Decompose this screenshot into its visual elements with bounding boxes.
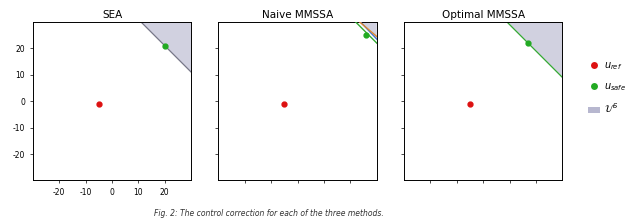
Polygon shape [360,22,377,39]
Title: Naive MMSSA: Naive MMSSA [262,10,333,20]
Polygon shape [141,22,191,72]
Polygon shape [507,22,563,77]
Title: Optimal MMSSA: Optimal MMSSA [442,10,525,20]
Legend: $u_{ref}$, $u_{safe}$, $\mathcal{U}^S$: $u_{ref}$, $u_{safe}$, $\mathcal{U}^S$ [584,57,630,119]
Text: Fig. 2: The control correction for each of the three methods.: Fig. 2: The control correction for each … [154,209,383,218]
Title: SEA: SEA [102,10,122,20]
